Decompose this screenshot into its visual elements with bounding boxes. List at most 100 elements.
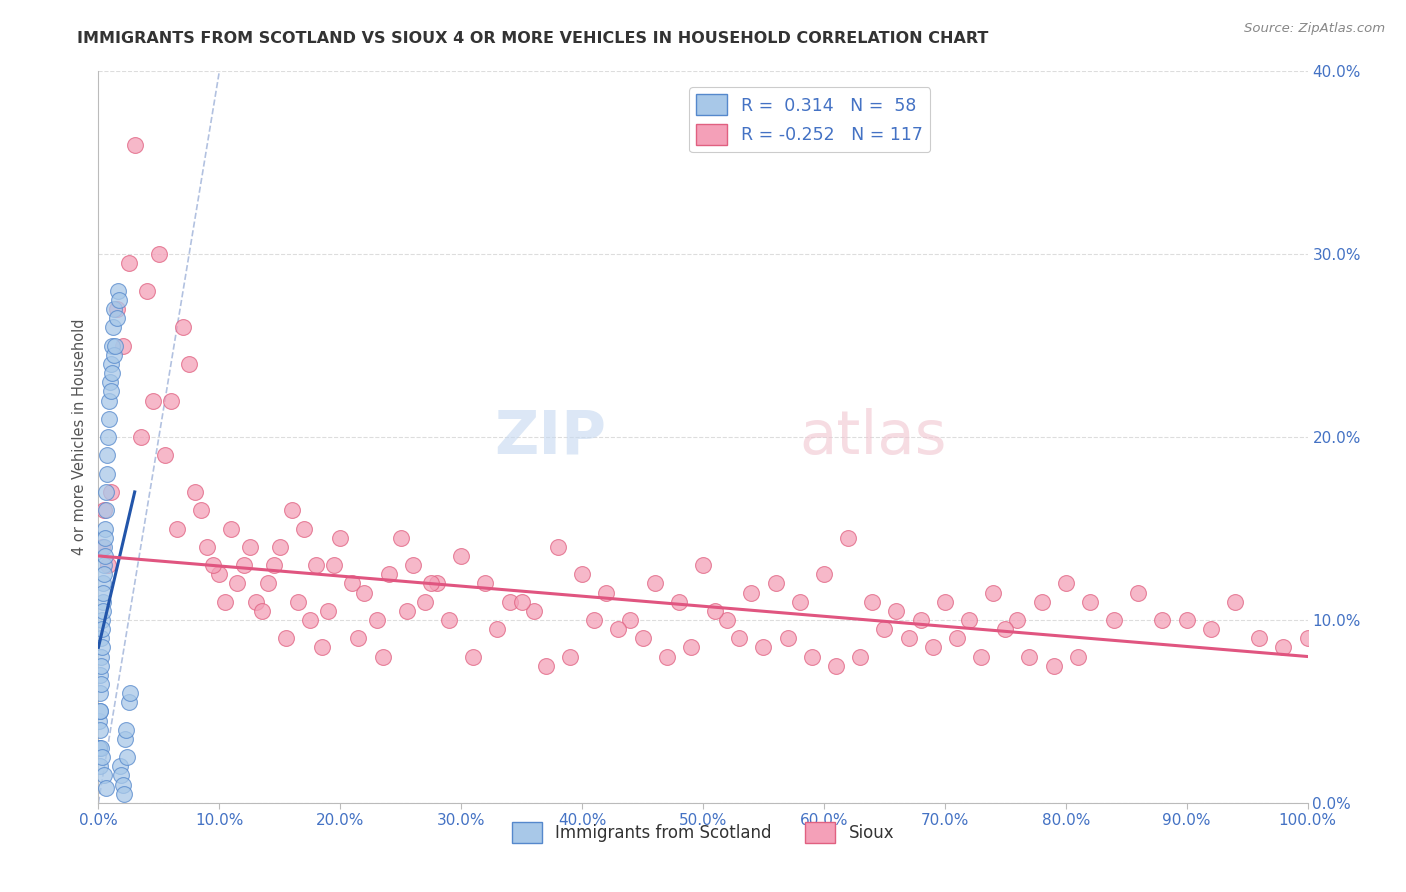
- Point: [583, 613, 606, 627]
- Point: [292, 521, 315, 535]
- Point: [100, 384, 122, 399]
- Point: [1031, 594, 1053, 608]
- Point: [221, 521, 243, 535]
- Point: [111, 338, 134, 352]
- Point: [316, 604, 339, 618]
- Point: [89, 714, 111, 728]
- Point: [679, 640, 702, 655]
- Point: [486, 622, 509, 636]
- Point: [91, 613, 114, 627]
- Point: [104, 338, 127, 352]
- Point: [342, 576, 364, 591]
- Point: [105, 301, 128, 317]
- Point: [389, 531, 412, 545]
- Point: [118, 695, 141, 709]
- Point: [274, 632, 297, 646]
- Point: [105, 311, 128, 326]
- Point: [921, 640, 943, 655]
- Point: [789, 594, 811, 608]
- Point: [110, 768, 132, 782]
- Point: [1296, 632, 1319, 646]
- Point: [98, 393, 121, 408]
- Point: [91, 622, 114, 636]
- Point: [1152, 613, 1174, 627]
- Point: [90, 677, 112, 691]
- Point: [214, 594, 236, 608]
- Point: [1067, 649, 1090, 664]
- Point: [107, 284, 129, 298]
- Point: [256, 576, 278, 591]
- Point: [94, 521, 117, 535]
- Point: [90, 640, 112, 655]
- Point: [89, 740, 111, 755]
- Point: [89, 686, 111, 700]
- Point: [94, 503, 117, 517]
- Point: [89, 705, 111, 719]
- Point: [1042, 658, 1064, 673]
- Point: [897, 632, 920, 646]
- Point: [329, 531, 352, 545]
- Point: [420, 576, 443, 591]
- Point: [752, 640, 775, 655]
- Point: [347, 632, 370, 646]
- Point: [765, 576, 787, 591]
- Point: [474, 576, 496, 591]
- Point: [873, 622, 896, 636]
- Point: [534, 658, 557, 673]
- Point: [728, 632, 751, 646]
- Point: [305, 558, 328, 573]
- Point: [93, 585, 115, 599]
- Point: [1018, 649, 1040, 664]
- Point: [93, 768, 115, 782]
- Text: ZIP: ZIP: [495, 408, 606, 467]
- Point: [172, 320, 194, 334]
- Point: [426, 576, 449, 591]
- Point: [108, 759, 131, 773]
- Point: [93, 567, 115, 582]
- Point: [179, 357, 201, 371]
- Point: [281, 503, 304, 517]
- Point: [93, 540, 115, 554]
- Legend: Immigrants from Scotland, Sioux: Immigrants from Scotland, Sioux: [505, 815, 901, 849]
- Point: [100, 485, 122, 500]
- Point: [100, 338, 122, 352]
- Text: IMMIGRANTS FROM SCOTLAND VS SIOUX 4 OR MORE VEHICLES IN HOUSEHOLD CORRELATION CH: IMMIGRANTS FROM SCOTLAND VS SIOUX 4 OR M…: [77, 31, 988, 46]
- Point: [115, 723, 138, 737]
- Point: [94, 531, 117, 545]
- Point: [91, 604, 114, 618]
- Point: [103, 348, 125, 362]
- Text: atlas: atlas: [800, 408, 948, 467]
- Point: [124, 137, 146, 152]
- Point: [631, 632, 654, 646]
- Point: [97, 412, 120, 426]
- Point: [1078, 594, 1101, 608]
- Point: [89, 705, 111, 719]
- Point: [377, 567, 399, 582]
- Point: [87, 740, 110, 755]
- Point: [323, 558, 346, 573]
- Point: [100, 357, 122, 371]
- Point: [1102, 613, 1125, 627]
- Point: [523, 604, 546, 618]
- Point: [970, 649, 993, 664]
- Point: [90, 632, 112, 646]
- Point: [232, 558, 254, 573]
- Point: [1272, 640, 1295, 655]
- Point: [190, 503, 212, 517]
- Point: [1175, 613, 1198, 627]
- Point: [740, 585, 762, 599]
- Point: [595, 585, 617, 599]
- Point: [800, 649, 823, 664]
- Point: [1199, 622, 1222, 636]
- Point: [91, 750, 114, 764]
- Point: [498, 594, 520, 608]
- Point: [117, 750, 139, 764]
- Point: [311, 640, 333, 655]
- Point: [371, 649, 394, 664]
- Point: [91, 576, 114, 591]
- Point: [463, 649, 485, 664]
- Text: Source: ZipAtlas.com: Source: ZipAtlas.com: [1244, 22, 1385, 36]
- Point: [250, 604, 273, 618]
- Point: [860, 594, 883, 608]
- Point: [1128, 585, 1150, 599]
